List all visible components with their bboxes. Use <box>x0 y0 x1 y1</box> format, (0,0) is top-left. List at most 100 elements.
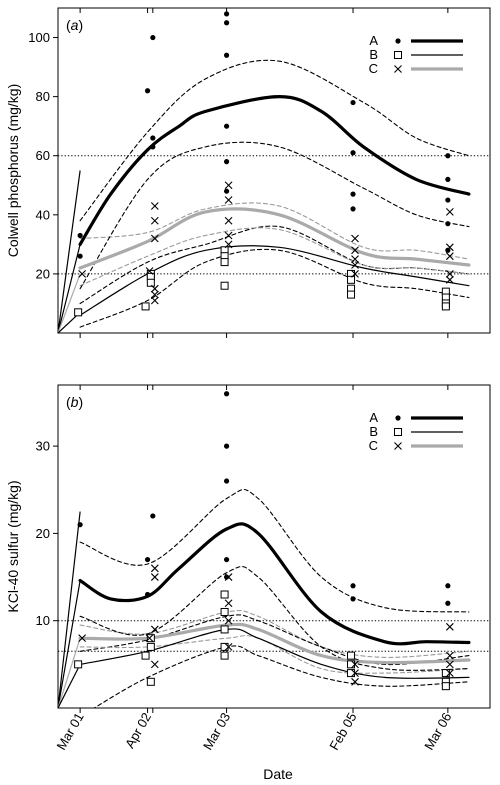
series-a-lower-line <box>79 566 470 671</box>
series-c-point <box>351 261 359 269</box>
series-c-point <box>351 255 359 264</box>
series-c-point <box>351 246 359 255</box>
y-tick-label: 60 <box>36 148 50 163</box>
y-tick-label: 100 <box>28 30 50 45</box>
series-b-point <box>220 642 229 651</box>
series-a-point <box>445 153 451 159</box>
series-b-point <box>141 302 150 311</box>
series-a-point <box>350 583 356 589</box>
series-c-point <box>224 196 233 204</box>
series-a-point <box>445 247 451 253</box>
series-b-point <box>141 651 150 660</box>
series-c-upper-line <box>79 610 470 658</box>
series-a-point <box>223 443 230 449</box>
origin-line <box>58 580 81 708</box>
origin-line <box>58 170 81 333</box>
series-a-point <box>223 11 230 17</box>
series-a-point <box>445 176 451 182</box>
series-c-point <box>351 270 359 278</box>
series-b-point <box>441 302 450 311</box>
series-c-upper-line <box>79 202 470 260</box>
series-a-point <box>77 522 83 528</box>
origin-line <box>58 664 81 708</box>
series-a-point <box>150 34 156 41</box>
plot-frame <box>57 384 491 709</box>
series-c-point <box>78 270 87 278</box>
legend-label-c: C <box>369 61 378 76</box>
series-b-point <box>220 281 229 290</box>
origin-line <box>58 637 81 708</box>
plot-frame <box>57 7 491 334</box>
series-a-point <box>350 206 356 212</box>
series-b-lower-line <box>93 645 470 708</box>
series-b-point <box>146 634 155 643</box>
series-b-upper-line <box>79 614 470 666</box>
series-a-point <box>150 513 156 519</box>
y-tick-label: 10 <box>36 613 50 628</box>
series-b-point <box>220 651 229 660</box>
legend-marker-b <box>394 51 402 59</box>
legend-marker-b <box>394 428 402 436</box>
series-c-point <box>445 252 454 261</box>
series-c-point <box>445 207 454 216</box>
series-c-point <box>224 240 233 249</box>
series-c-point <box>150 564 159 573</box>
series-c-point <box>150 660 159 669</box>
series-a-point <box>445 583 451 589</box>
series-a-point <box>350 99 356 106</box>
origin-line <box>58 511 81 708</box>
y-tick-label: 20 <box>36 526 50 541</box>
panel-label: (a) <box>66 17 83 33</box>
series-c-point <box>445 622 454 631</box>
y-tick-label: 40 <box>36 207 50 222</box>
series-c-point <box>351 660 359 669</box>
series-b-point <box>220 607 229 616</box>
legend-marker-a <box>395 38 401 44</box>
series-c-point <box>224 181 233 190</box>
x-tick-label: Apr 02 <box>122 710 154 751</box>
shared-x-axis: Mar 01 Apr 02 Mar 03 Feb 05 Mar 06 <box>54 710 455 753</box>
series-b-mean-line <box>79 245 470 316</box>
series-c-point <box>224 643 233 651</box>
series-b-point <box>347 290 356 299</box>
series-b-point <box>74 308 83 317</box>
series-c-lower-line <box>79 635 470 674</box>
series-a-point <box>144 591 151 598</box>
series-a-mean-line <box>78 522 471 646</box>
series-a-upper-line <box>79 59 470 222</box>
series-a-point <box>144 88 151 94</box>
series-a-point <box>223 556 230 563</box>
origin-line <box>58 273 81 333</box>
series-c-point <box>445 651 454 660</box>
x-tick-label: Mar 01 <box>54 710 87 753</box>
series-b-point <box>441 669 450 678</box>
series-b-point <box>146 278 155 287</box>
series-a-mean-line <box>78 95 471 246</box>
legend-marker-a <box>395 415 401 421</box>
series-a-point <box>77 232 83 239</box>
legend: ABC <box>369 33 463 76</box>
x-tick-label: Feb 05 <box>326 710 359 753</box>
x-axis-label: Date <box>263 766 293 782</box>
series-a-point <box>223 188 230 194</box>
series-a-point <box>144 556 151 563</box>
legend-marker-c <box>394 65 402 73</box>
series-a-point <box>150 135 156 141</box>
series-b-point <box>220 590 229 599</box>
series-b-point <box>146 677 155 686</box>
series-c-point <box>150 625 159 634</box>
series-b-point <box>220 258 229 267</box>
y-axis-label: KCl-40 sulfur (mg/kg) <box>5 480 21 612</box>
series-c-point <box>145 634 154 643</box>
series-c-point <box>351 677 359 686</box>
series-b-lower-line <box>79 248 470 328</box>
series-b-mean-line <box>79 628 470 679</box>
series-a-point <box>350 596 356 602</box>
y-tick-label: 80 <box>36 89 50 104</box>
series-c-point <box>224 231 233 240</box>
legend-label-a: A <box>369 410 378 425</box>
series-c-point <box>351 669 359 677</box>
series-c-point <box>445 243 454 252</box>
series-a-lower-line <box>79 141 470 290</box>
